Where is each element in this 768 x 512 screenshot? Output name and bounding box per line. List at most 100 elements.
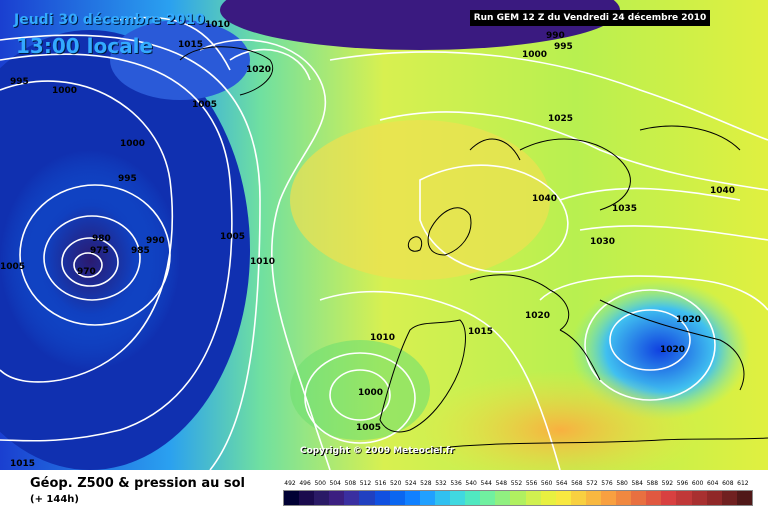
legend-swatch	[540, 491, 556, 505]
legend-swatch	[570, 491, 586, 505]
legend-swatch	[465, 491, 481, 505]
isobar-label: 970	[77, 267, 96, 277]
legend-swatch	[555, 491, 571, 505]
isobar-lines	[0, 16, 768, 470]
legend-tick-label: 600	[691, 480, 704, 487]
legend-tick-label: 564	[556, 480, 568, 487]
legend-tick-label: 508	[344, 480, 357, 487]
isobar-label: 1015	[468, 327, 493, 337]
legend-tick-label: 524	[405, 480, 417, 487]
legend-swatch	[404, 491, 420, 505]
legend-title: Géop. Z500 & pression au sol	[30, 476, 245, 491]
legend-tick-label: 576	[601, 480, 613, 487]
legend-tick-label: 492	[284, 480, 296, 487]
isobar-label: 1020	[660, 345, 685, 355]
legend-swatch	[691, 491, 707, 505]
legend-swatch	[495, 491, 511, 505]
isobar-label: 1005	[192, 100, 217, 110]
isobar-label: 1000	[52, 86, 77, 96]
legend-tick-label: 520	[389, 480, 402, 487]
isobar-label: 1030	[590, 237, 615, 247]
legend-swatch	[600, 491, 617, 505]
legend-tick-label: 536	[450, 480, 462, 487]
legend-tick-label: 572	[586, 480, 598, 487]
isobar-label: 995	[554, 42, 573, 52]
legend-tick-label: 592	[661, 480, 674, 487]
isobar-label: 1000	[120, 139, 145, 149]
legend-swatch	[646, 491, 662, 505]
legend-swatch	[706, 491, 722, 505]
legend-ticks: 492 496 500 504 508 512 516 520 524 528 532 536 540 5…	[283, 480, 751, 490]
isobar-label: 1015	[178, 40, 203, 50]
african-ridge	[420, 370, 700, 470]
legend-tick-label: 516	[374, 480, 387, 487]
legend-tick-label: 612	[737, 480, 749, 487]
isobar-label: 1005	[220, 232, 245, 242]
isobar-label: 1020	[525, 311, 550, 321]
legend-tick-label: 556	[525, 480, 538, 487]
legend-tick-label: 604	[706, 480, 719, 487]
legend-swatch	[661, 491, 677, 505]
legend-swatch	[329, 491, 345, 505]
isobar-label: 1035	[612, 204, 637, 214]
legend-tick-label: 544	[480, 480, 492, 487]
isobar-label: 980	[92, 234, 111, 244]
legend-tick-label: 528	[420, 480, 432, 487]
legend-tick-label: 532	[435, 480, 447, 487]
legend-swatch	[389, 491, 405, 505]
legend-tick-label: 552	[510, 480, 523, 487]
legend-swatch	[676, 491, 692, 505]
isobar-label: 1010	[250, 257, 275, 267]
forecast-date: Jeudi 30 décembre 2010	[14, 12, 205, 28]
legend-tick-label: 588	[646, 480, 659, 487]
legend-tick-label: 568	[571, 480, 583, 487]
legend-subtitle: (+ 144h)	[30, 494, 79, 505]
legend-tick-label: 548	[495, 480, 508, 487]
weather-map: 1010 1015 995 1000 1005 1020 1000 995 99…	[0, 0, 768, 470]
legend-swatch	[736, 491, 752, 505]
legend-swatch	[631, 491, 647, 505]
legend-swatch	[344, 491, 360, 505]
isobar-label: 985	[131, 246, 150, 256]
isobar-label: 1025	[548, 114, 573, 124]
isobar-label: 995	[118, 174, 137, 184]
legend-tick-label: 596	[676, 480, 689, 487]
isobar-label: 1010	[370, 333, 395, 343]
legend-tick-label: 504	[329, 480, 341, 487]
legend-tick-label: 540	[465, 480, 477, 487]
low-pressure-core	[0, 150, 180, 370]
copyright-notice: Copyright © 2009 Meteociel.fr	[300, 446, 455, 456]
isobar-label: 1040	[710, 186, 735, 196]
coastlines	[179, 46, 768, 451]
isobar-label: 1040	[532, 194, 557, 204]
legend-swatch	[616, 491, 632, 505]
legend-swatch	[359, 491, 375, 505]
iberian-low-shading	[290, 340, 430, 440]
legend-color-bar	[283, 490, 753, 506]
legend-swatch	[434, 491, 451, 505]
legend-swatch	[585, 491, 601, 505]
legend-swatch	[480, 491, 496, 505]
legend-swatch	[419, 491, 435, 505]
isobar-label: 1010	[205, 20, 230, 30]
isobar-label: 995	[10, 77, 29, 87]
legend-swatch	[525, 491, 541, 505]
legend-swatch	[284, 491, 300, 505]
legend-tick-label: 608	[722, 480, 734, 487]
isobar-label: 990	[546, 31, 565, 41]
isobar-label: 1020	[246, 65, 271, 75]
legend-swatch	[450, 491, 466, 505]
forecast-time: 13:00 locale	[16, 34, 153, 58]
legend-tick-label: 512	[359, 480, 372, 487]
isobar-label: 990	[146, 236, 165, 246]
legend-tick-label: 500	[314, 480, 326, 487]
legend-tick-label: 560	[540, 480, 553, 487]
isobar-label: 1000	[522, 50, 547, 60]
legend-swatch	[299, 491, 315, 505]
isobar-label: 1005	[0, 262, 25, 272]
legend-tick-label: 584	[631, 480, 643, 487]
legend-swatch	[314, 491, 330, 505]
isobar-label: 975	[90, 246, 109, 256]
isobar-label: 1005	[356, 423, 381, 433]
legend-swatch	[374, 491, 390, 505]
